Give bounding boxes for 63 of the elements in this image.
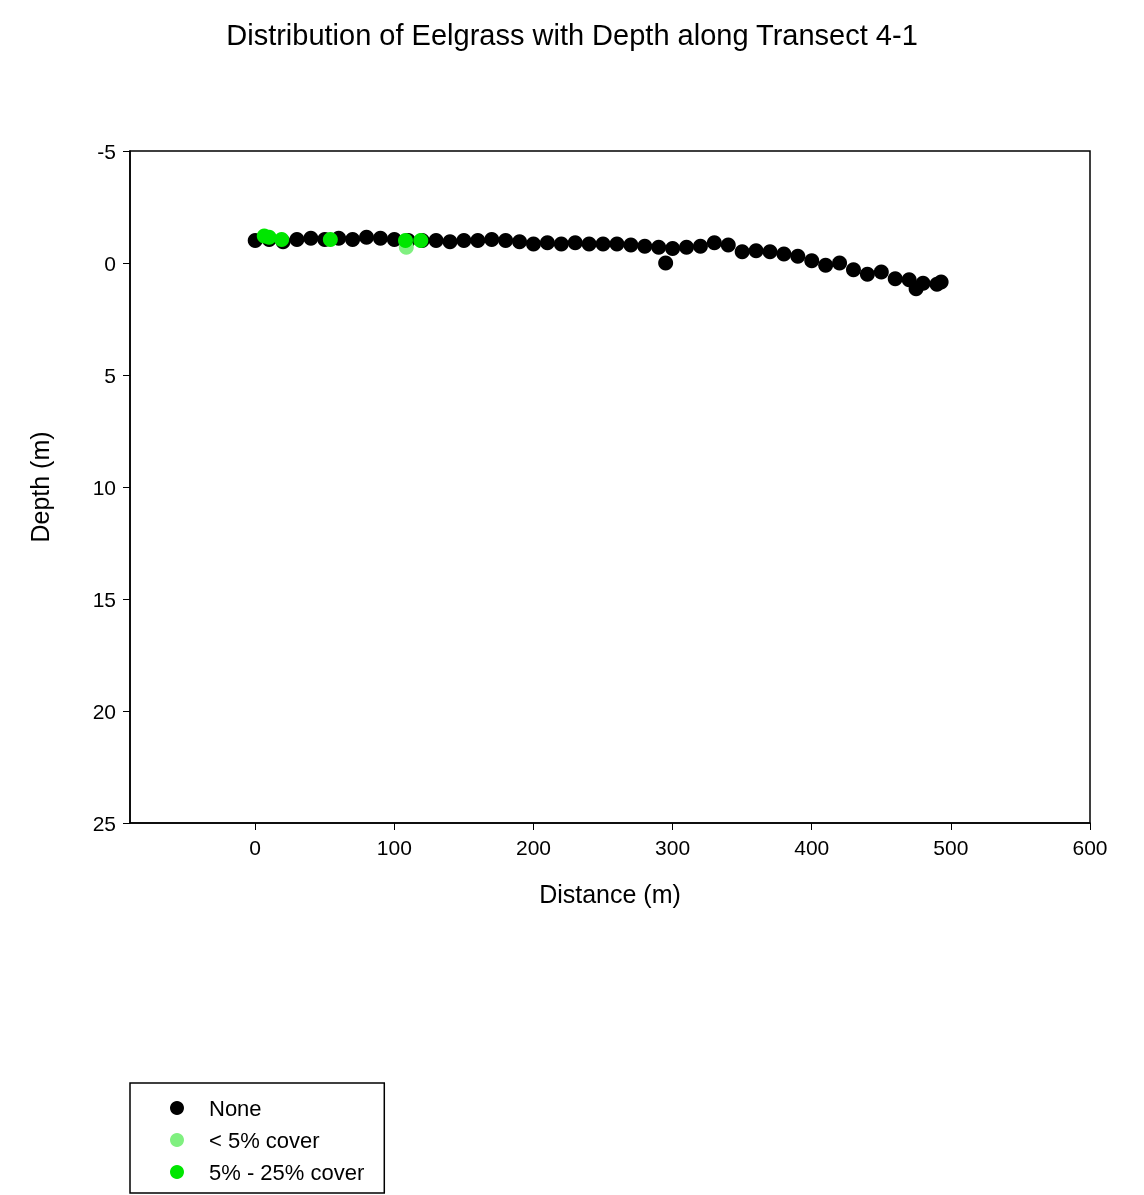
point	[470, 233, 486, 249]
point	[456, 233, 472, 249]
point	[720, 237, 736, 253]
point	[539, 235, 555, 251]
legend-label: < 5% cover	[209, 1127, 320, 1153]
point	[658, 255, 674, 271]
y-tick-label: -5	[97, 139, 116, 163]
x-axis-title: Distance (m)	[539, 879, 681, 908]
x-tick-label: 0	[249, 836, 262, 859]
chart-title: Distribution of Eelgrass with Depth along Transect 4-1	[226, 18, 918, 51]
point	[706, 235, 722, 251]
legend-label: 5% - 25% cover	[209, 1159, 365, 1185]
point	[651, 239, 667, 255]
point	[933, 274, 949, 290]
point	[887, 271, 903, 287]
point	[525, 236, 541, 252]
x-tick-label: 100	[376, 836, 412, 859]
y-tick-label: 15	[92, 587, 116, 611]
x-tick-label: 300	[655, 836, 691, 859]
point	[484, 231, 500, 247]
point	[776, 246, 792, 262]
point	[303, 230, 319, 246]
point	[442, 234, 458, 250]
point	[873, 264, 889, 280]
point	[734, 244, 750, 260]
point	[637, 238, 653, 254]
point	[345, 231, 361, 247]
point	[498, 233, 514, 249]
x-tick-label: 600	[1072, 836, 1108, 859]
point	[512, 234, 528, 250]
point	[818, 257, 834, 273]
point	[581, 236, 597, 252]
point	[595, 236, 611, 252]
point	[372, 230, 388, 246]
point	[609, 236, 625, 252]
y-axis-title: Depth (m)	[25, 431, 54, 543]
point	[845, 262, 861, 278]
x-tick-label: 400	[794, 836, 830, 859]
x-tick-label: 200	[515, 836, 551, 859]
point	[859, 266, 875, 282]
point	[832, 255, 848, 271]
x-tick-label: 500	[933, 836, 969, 859]
point	[915, 275, 931, 291]
point	[748, 243, 764, 259]
point	[623, 237, 639, 253]
point	[289, 231, 305, 247]
point	[428, 233, 444, 249]
point	[359, 229, 375, 245]
y-tick-label: 25	[92, 811, 116, 835]
point	[567, 235, 583, 251]
legend-label: None	[209, 1095, 262, 1121]
point	[553, 236, 569, 252]
point	[804, 253, 820, 269]
y-tick-label: 0	[104, 251, 116, 275]
y-tick-label: 5	[104, 363, 116, 387]
point	[665, 240, 681, 256]
point	[322, 231, 338, 247]
point	[790, 248, 806, 264]
point	[692, 238, 708, 254]
point	[762, 244, 778, 260]
point	[679, 239, 695, 255]
y-tick-label: 10	[92, 475, 116, 499]
y-tick-label: 20	[92, 699, 116, 723]
